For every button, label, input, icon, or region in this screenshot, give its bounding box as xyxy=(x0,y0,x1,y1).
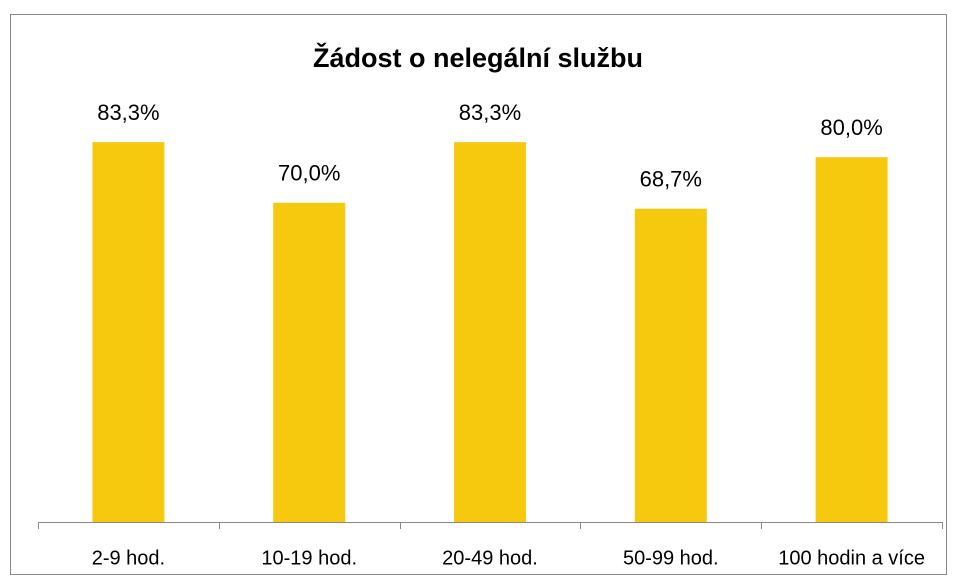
data-label: 80,0% xyxy=(820,115,882,140)
data-label: 83,3% xyxy=(97,100,159,125)
data-label: 70,0% xyxy=(278,161,340,186)
x-tick-label: 20-49 hod. xyxy=(442,547,538,569)
bar xyxy=(634,208,707,522)
bar xyxy=(454,142,526,523)
bar xyxy=(273,202,346,523)
chart-title: Žádost o nelegální službu xyxy=(313,42,643,73)
x-tick-label: 2-9 hod. xyxy=(92,547,165,569)
bar xyxy=(92,142,165,523)
data-label: 83,3% xyxy=(459,100,521,125)
data-label: 68,7% xyxy=(640,167,702,192)
bar xyxy=(815,157,888,522)
x-tick-label: 50-99 hod. xyxy=(623,547,719,569)
x-tick-label: 10-19 hod. xyxy=(261,547,357,569)
x-tick-label: 100 hodin a více xyxy=(778,547,925,569)
